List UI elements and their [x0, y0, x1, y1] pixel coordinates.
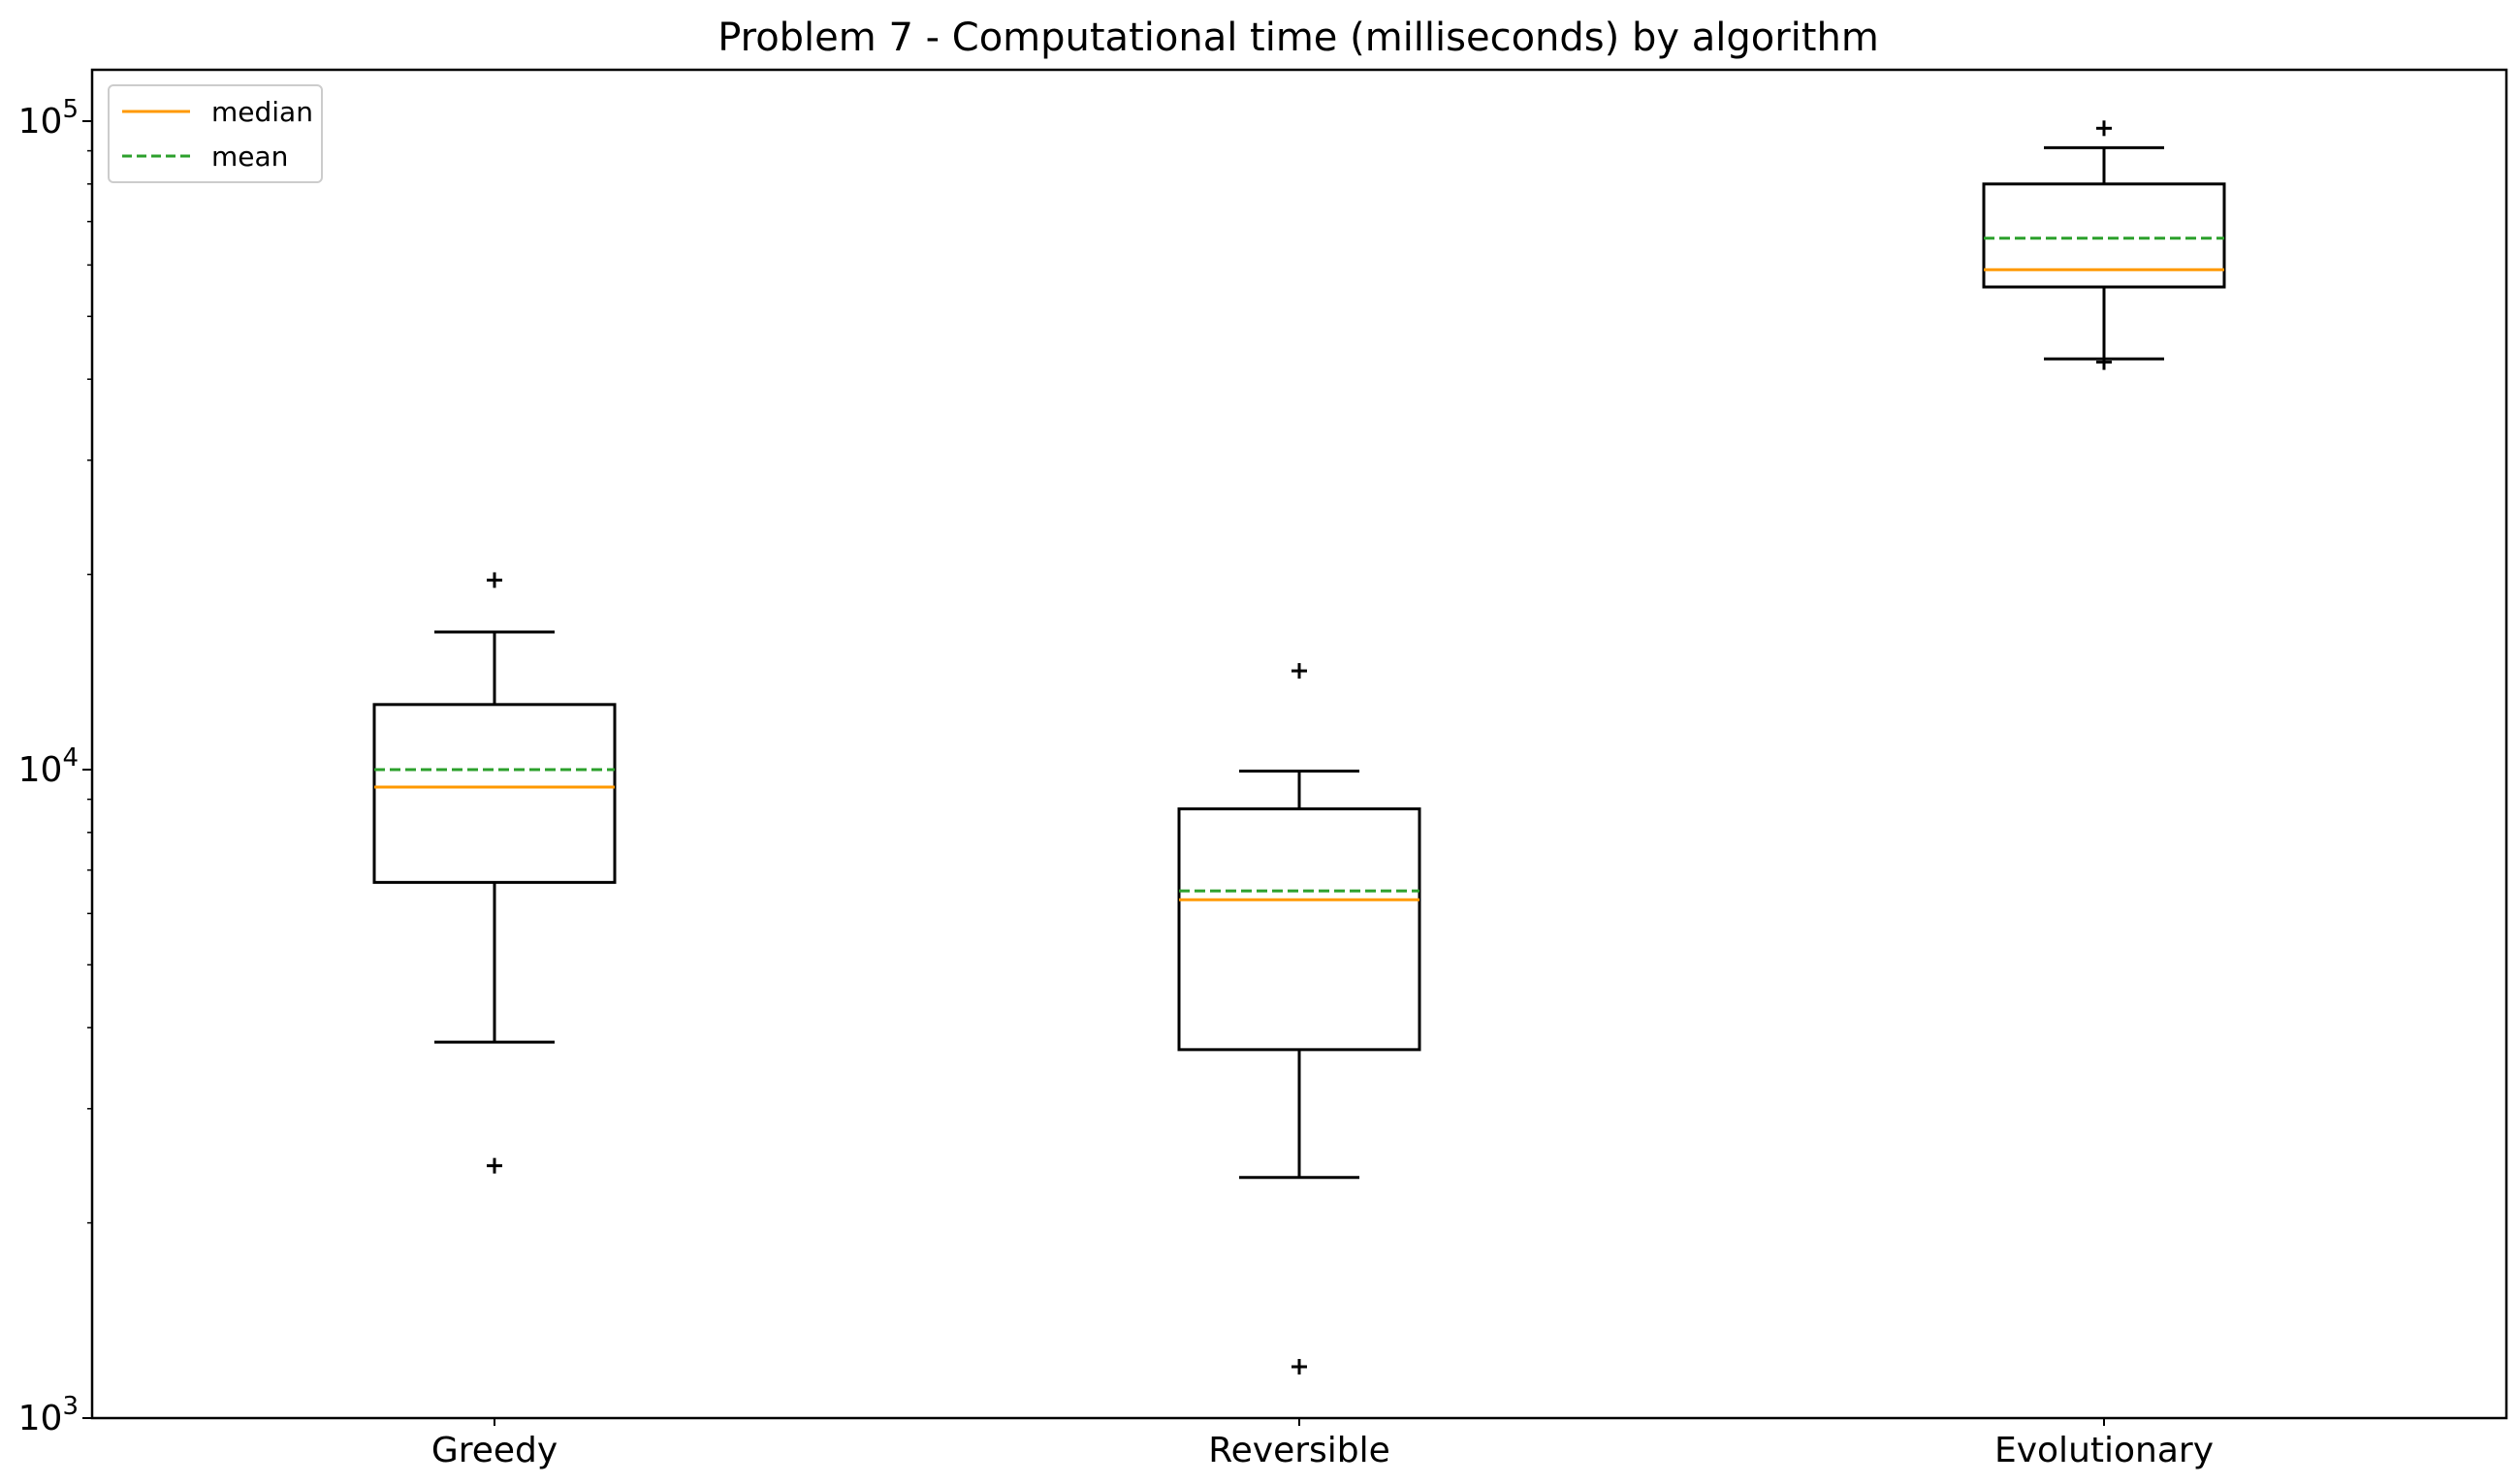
- iqr-box: [1982, 182, 2226, 289]
- legend: median mean: [108, 84, 323, 183]
- outlier-marker: [1291, 663, 1307, 679]
- outlier-marker: [487, 1157, 502, 1174]
- outlier-marker: [2096, 354, 2112, 370]
- iqr-box: [1177, 806, 1421, 1052]
- plot-area: [372, 120, 2226, 1375]
- legend-label-median: median: [211, 96, 313, 128]
- iqr-box: [372, 703, 617, 884]
- x-tick-label: Evolutionary: [1994, 1431, 2214, 1470]
- box-group-reversible: [1177, 663, 1421, 1375]
- outlier-marker: [1291, 1359, 1307, 1375]
- y-tick-label: 105: [18, 95, 79, 142]
- chart-title: Problem 7 - Computational time (millisec…: [717, 16, 1879, 60]
- outlier-marker: [487, 572, 502, 588]
- box-group-evolutionary: [1982, 120, 2226, 370]
- legend-box: [108, 84, 323, 183]
- axes: Greedy Reversible Evolutionary 103 104 105: [18, 68, 2508, 1470]
- y-tick-label: 104: [18, 743, 79, 790]
- legend-label-mean: mean: [211, 141, 288, 173]
- box-group-greedy: [372, 572, 617, 1174]
- plot-frame: [90, 68, 2508, 1420]
- x-tick-label: Greedy: [431, 1431, 558, 1470]
- x-tick-label: Reversible: [1208, 1431, 1390, 1470]
- outlier-marker: [2096, 120, 2112, 137]
- y-tick-label: 103: [18, 1392, 79, 1438]
